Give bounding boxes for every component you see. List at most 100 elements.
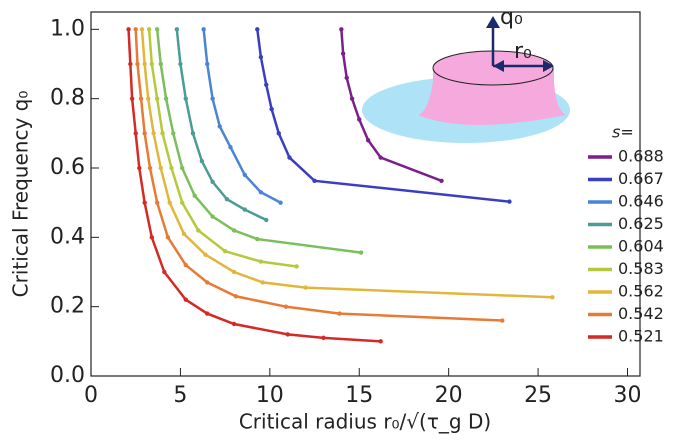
point — [231, 228, 237, 233]
point — [154, 96, 160, 101]
y-tick-label: 0.0 — [50, 363, 85, 388]
y-tick-label: 1.0 — [50, 16, 85, 41]
point — [126, 27, 131, 32]
point — [500, 318, 505, 323]
point — [231, 269, 237, 275]
point — [203, 252, 208, 257]
point — [205, 280, 210, 285]
point — [160, 131, 165, 136]
point — [242, 207, 247, 212]
point — [224, 197, 230, 202]
point — [205, 61, 210, 67]
bump — [418, 68, 566, 125]
point — [169, 165, 174, 171]
point — [183, 262, 188, 268]
point — [439, 178, 444, 184]
point — [231, 321, 237, 327]
x-tick-label: 20 — [435, 383, 463, 408]
point — [205, 311, 210, 316]
point — [178, 61, 183, 67]
point — [190, 131, 196, 136]
point — [174, 27, 180, 32]
point — [264, 82, 269, 88]
point — [199, 158, 205, 164]
point — [339, 27, 344, 32]
legend-label: 0.583 — [618, 259, 664, 278]
legend-label: 0.667 — [618, 169, 664, 188]
series-line — [175, 29, 267, 222]
point — [303, 285, 308, 290]
point — [196, 228, 201, 233]
point — [149, 235, 155, 240]
series-line — [155, 29, 362, 254]
series-line — [147, 29, 297, 268]
series-line — [127, 29, 381, 343]
point — [129, 96, 135, 101]
x-axis-label: Critical radius r₀/√(τ_g D) — [239, 410, 491, 434]
legend-label: 0.604 — [618, 237, 664, 256]
r-arrow-tail — [493, 60, 504, 72]
point — [137, 165, 142, 171]
point — [154, 200, 160, 205]
point — [321, 335, 326, 341]
point — [222, 249, 228, 254]
point — [337, 311, 342, 316]
point — [258, 190, 264, 195]
point — [149, 61, 155, 67]
point — [228, 145, 233, 150]
point — [167, 200, 172, 205]
legend-label: 0.542 — [618, 304, 664, 323]
r-arrow-head — [543, 60, 554, 72]
point — [312, 178, 317, 184]
x-tick-label: 15 — [345, 383, 373, 408]
r-annotation: r₀ — [514, 39, 532, 64]
point — [142, 61, 147, 67]
point — [276, 131, 281, 136]
point — [283, 304, 289, 309]
point — [269, 106, 274, 112]
legend-label: 0.646 — [618, 192, 664, 211]
point — [344, 75, 349, 81]
point — [135, 61, 140, 67]
plot-frame — [90, 11, 641, 377]
point — [142, 131, 147, 136]
legend-label: 0.521 — [618, 327, 664, 346]
point — [180, 165, 185, 171]
point — [357, 117, 362, 122]
point — [358, 250, 364, 255]
point — [138, 96, 144, 101]
legend-title: s= — [612, 123, 634, 142]
y-tick-label: 0.6 — [50, 155, 85, 180]
x-tick-label: 0 — [84, 383, 98, 408]
y-tick-label: 0.2 — [50, 294, 85, 319]
series-line — [202, 29, 282, 204]
q-arrow-head — [486, 16, 500, 28]
point — [378, 339, 383, 344]
point — [158, 165, 163, 171]
series-line — [140, 29, 553, 299]
y-tick-label: 0.8 — [50, 86, 85, 111]
point — [146, 96, 151, 101]
point — [285, 332, 290, 337]
point — [340, 51, 346, 56]
point — [139, 27, 145, 32]
x-tick-label: 25 — [524, 383, 552, 408]
legend-label: 0.688 — [618, 147, 664, 166]
point — [258, 259, 264, 264]
point — [287, 155, 292, 160]
point — [378, 155, 383, 160]
point — [242, 172, 247, 178]
point — [349, 96, 355, 101]
point — [255, 236, 260, 242]
point — [147, 165, 153, 171]
point — [210, 179, 215, 185]
point — [133, 131, 138, 136]
point — [210, 214, 215, 219]
point — [260, 280, 265, 285]
point — [255, 27, 260, 32]
y-axis-label: Critical Frequency q₀ — [9, 91, 33, 298]
point — [264, 217, 269, 223]
legend-label: 0.562 — [618, 282, 664, 301]
x-tick-label: 10 — [256, 383, 284, 408]
point — [154, 27, 160, 32]
